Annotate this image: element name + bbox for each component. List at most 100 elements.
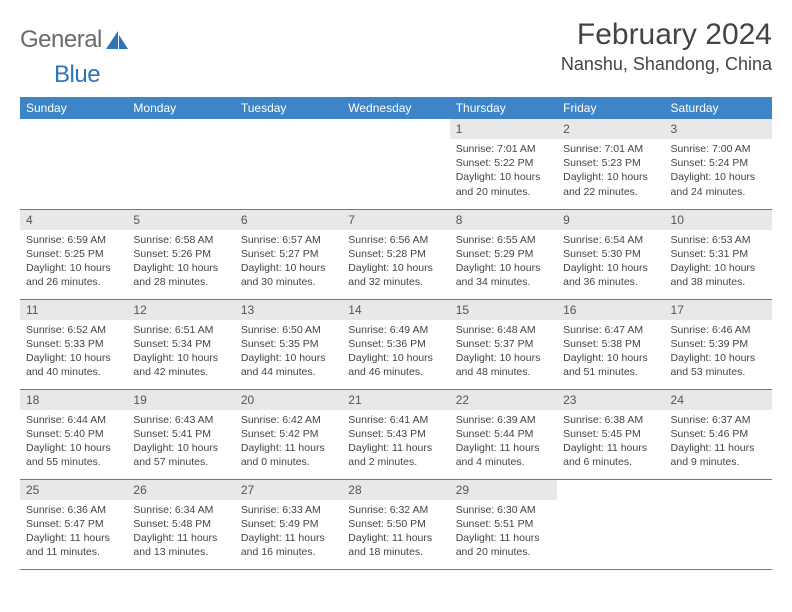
calendar-day-cell: 19Sunrise: 6:43 AMSunset: 5:41 PMDayligh… (127, 389, 234, 479)
calendar-day-cell: 16Sunrise: 6:47 AMSunset: 5:38 PMDayligh… (557, 299, 664, 389)
calendar-table: SundayMondayTuesdayWednesdayThursdayFrid… (20, 97, 772, 570)
day-data: Sunrise: 6:53 AMSunset: 5:31 PMDaylight:… (665, 230, 772, 296)
day-data: Sunrise: 6:42 AMSunset: 5:42 PMDaylight:… (235, 410, 342, 476)
weekday-header: Tuesday (235, 97, 342, 119)
day-number: 7 (342, 210, 449, 230)
day-data: Sunrise: 6:38 AMSunset: 5:45 PMDaylight:… (557, 410, 664, 476)
calendar-day-cell: 8Sunrise: 6:55 AMSunset: 5:29 PMDaylight… (450, 209, 557, 299)
calendar-day-cell: 18Sunrise: 6:44 AMSunset: 5:40 PMDayligh… (20, 389, 127, 479)
location: Nanshu, Shandong, China (561, 54, 772, 75)
weekday-header-row: SundayMondayTuesdayWednesdayThursdayFrid… (20, 97, 772, 119)
calendar-day-cell: 12Sunrise: 6:51 AMSunset: 5:34 PMDayligh… (127, 299, 234, 389)
weekday-header: Saturday (665, 97, 772, 119)
calendar-day-cell: 17Sunrise: 6:46 AMSunset: 5:39 PMDayligh… (665, 299, 772, 389)
logo-text-general: General (20, 26, 102, 54)
day-number: 8 (450, 210, 557, 230)
day-data: Sunrise: 6:34 AMSunset: 5:48 PMDaylight:… (127, 500, 234, 566)
day-data: Sunrise: 6:33 AMSunset: 5:49 PMDaylight:… (235, 500, 342, 566)
calendar-day-cell: 7Sunrise: 6:56 AMSunset: 5:28 PMDaylight… (342, 209, 449, 299)
sail-icon (104, 29, 130, 51)
calendar-day-cell: 29Sunrise: 6:30 AMSunset: 5:51 PMDayligh… (450, 479, 557, 569)
calendar-day-cell: 3Sunrise: 7:00 AMSunset: 5:24 PMDaylight… (665, 119, 772, 209)
day-data: Sunrise: 6:56 AMSunset: 5:28 PMDaylight:… (342, 230, 449, 296)
day-data: Sunrise: 7:01 AMSunset: 5:23 PMDaylight:… (557, 139, 664, 205)
day-number: 4 (20, 210, 127, 230)
day-number: 10 (665, 210, 772, 230)
day-number: 12 (127, 300, 234, 320)
calendar-body: 1Sunrise: 7:01 AMSunset: 5:22 PMDaylight… (20, 119, 772, 569)
day-number: 2 (557, 119, 664, 139)
day-data: Sunrise: 6:43 AMSunset: 5:41 PMDaylight:… (127, 410, 234, 476)
day-number: 13 (235, 300, 342, 320)
weekday-header: Friday (557, 97, 664, 119)
day-number: 26 (127, 480, 234, 500)
calendar-day-cell: 2Sunrise: 7:01 AMSunset: 5:23 PMDaylight… (557, 119, 664, 209)
day-data: Sunrise: 6:54 AMSunset: 5:30 PMDaylight:… (557, 230, 664, 296)
calendar-day-cell: 20Sunrise: 6:42 AMSunset: 5:42 PMDayligh… (235, 389, 342, 479)
title-block: February 2024 Nanshu, Shandong, China (561, 18, 772, 75)
day-data: Sunrise: 6:58 AMSunset: 5:26 PMDaylight:… (127, 230, 234, 296)
calendar-day-cell (127, 119, 234, 209)
calendar-day-cell: 28Sunrise: 6:32 AMSunset: 5:50 PMDayligh… (342, 479, 449, 569)
day-data: Sunrise: 6:59 AMSunset: 5:25 PMDaylight:… (20, 230, 127, 296)
calendar-day-cell: 21Sunrise: 6:41 AMSunset: 5:43 PMDayligh… (342, 389, 449, 479)
day-number: 17 (665, 300, 772, 320)
day-number: 11 (20, 300, 127, 320)
day-number: 27 (235, 480, 342, 500)
day-data: Sunrise: 6:57 AMSunset: 5:27 PMDaylight:… (235, 230, 342, 296)
day-data: Sunrise: 7:00 AMSunset: 5:24 PMDaylight:… (665, 139, 772, 205)
day-data: Sunrise: 6:46 AMSunset: 5:39 PMDaylight:… (665, 320, 772, 386)
logo: General (20, 18, 132, 54)
calendar-day-cell: 4Sunrise: 6:59 AMSunset: 5:25 PMDaylight… (20, 209, 127, 299)
month-title: February 2024 (561, 18, 772, 52)
calendar-week-row: 25Sunrise: 6:36 AMSunset: 5:47 PMDayligh… (20, 479, 772, 569)
day-data: Sunrise: 6:47 AMSunset: 5:38 PMDaylight:… (557, 320, 664, 386)
weekday-header: Wednesday (342, 97, 449, 119)
weekday-header: Monday (127, 97, 234, 119)
calendar-day-cell: 11Sunrise: 6:52 AMSunset: 5:33 PMDayligh… (20, 299, 127, 389)
calendar-day-cell: 23Sunrise: 6:38 AMSunset: 5:45 PMDayligh… (557, 389, 664, 479)
calendar-day-cell: 13Sunrise: 6:50 AMSunset: 5:35 PMDayligh… (235, 299, 342, 389)
calendar-week-row: 1Sunrise: 7:01 AMSunset: 5:22 PMDaylight… (20, 119, 772, 209)
calendar-day-cell: 22Sunrise: 6:39 AMSunset: 5:44 PMDayligh… (450, 389, 557, 479)
calendar-day-cell: 5Sunrise: 6:58 AMSunset: 5:26 PMDaylight… (127, 209, 234, 299)
day-number: 5 (127, 210, 234, 230)
day-number: 23 (557, 390, 664, 410)
calendar-week-row: 4Sunrise: 6:59 AMSunset: 5:25 PMDaylight… (20, 209, 772, 299)
calendar-day-cell: 26Sunrise: 6:34 AMSunset: 5:48 PMDayligh… (127, 479, 234, 569)
calendar-day-cell (342, 119, 449, 209)
day-number: 25 (20, 480, 127, 500)
calendar-day-cell: 27Sunrise: 6:33 AMSunset: 5:49 PMDayligh… (235, 479, 342, 569)
weekday-header: Sunday (20, 97, 127, 119)
day-number: 24 (665, 390, 772, 410)
day-data: Sunrise: 6:51 AMSunset: 5:34 PMDaylight:… (127, 320, 234, 386)
calendar-day-cell (665, 479, 772, 569)
calendar-week-row: 11Sunrise: 6:52 AMSunset: 5:33 PMDayligh… (20, 299, 772, 389)
calendar-day-cell (235, 119, 342, 209)
calendar-day-cell: 25Sunrise: 6:36 AMSunset: 5:47 PMDayligh… (20, 479, 127, 569)
calendar-day-cell (20, 119, 127, 209)
day-number: 6 (235, 210, 342, 230)
day-number: 3 (665, 119, 772, 139)
day-data: Sunrise: 6:44 AMSunset: 5:40 PMDaylight:… (20, 410, 127, 476)
calendar-day-cell: 15Sunrise: 6:48 AMSunset: 5:37 PMDayligh… (450, 299, 557, 389)
calendar-day-cell: 6Sunrise: 6:57 AMSunset: 5:27 PMDaylight… (235, 209, 342, 299)
day-data: Sunrise: 6:30 AMSunset: 5:51 PMDaylight:… (450, 500, 557, 566)
day-number: 20 (235, 390, 342, 410)
day-number: 16 (557, 300, 664, 320)
calendar-day-cell: 9Sunrise: 6:54 AMSunset: 5:30 PMDaylight… (557, 209, 664, 299)
day-data: Sunrise: 6:32 AMSunset: 5:50 PMDaylight:… (342, 500, 449, 566)
day-number: 18 (20, 390, 127, 410)
day-data: Sunrise: 6:52 AMSunset: 5:33 PMDaylight:… (20, 320, 127, 386)
day-data: Sunrise: 6:37 AMSunset: 5:46 PMDaylight:… (665, 410, 772, 476)
day-data: Sunrise: 7:01 AMSunset: 5:22 PMDaylight:… (450, 139, 557, 205)
day-data: Sunrise: 6:50 AMSunset: 5:35 PMDaylight:… (235, 320, 342, 386)
day-number: 19 (127, 390, 234, 410)
day-data: Sunrise: 6:41 AMSunset: 5:43 PMDaylight:… (342, 410, 449, 476)
calendar-day-cell: 14Sunrise: 6:49 AMSunset: 5:36 PMDayligh… (342, 299, 449, 389)
day-number: 15 (450, 300, 557, 320)
calendar-day-cell: 1Sunrise: 7:01 AMSunset: 5:22 PMDaylight… (450, 119, 557, 209)
day-data: Sunrise: 6:48 AMSunset: 5:37 PMDaylight:… (450, 320, 557, 386)
day-number: 29 (450, 480, 557, 500)
day-data: Sunrise: 6:55 AMSunset: 5:29 PMDaylight:… (450, 230, 557, 296)
